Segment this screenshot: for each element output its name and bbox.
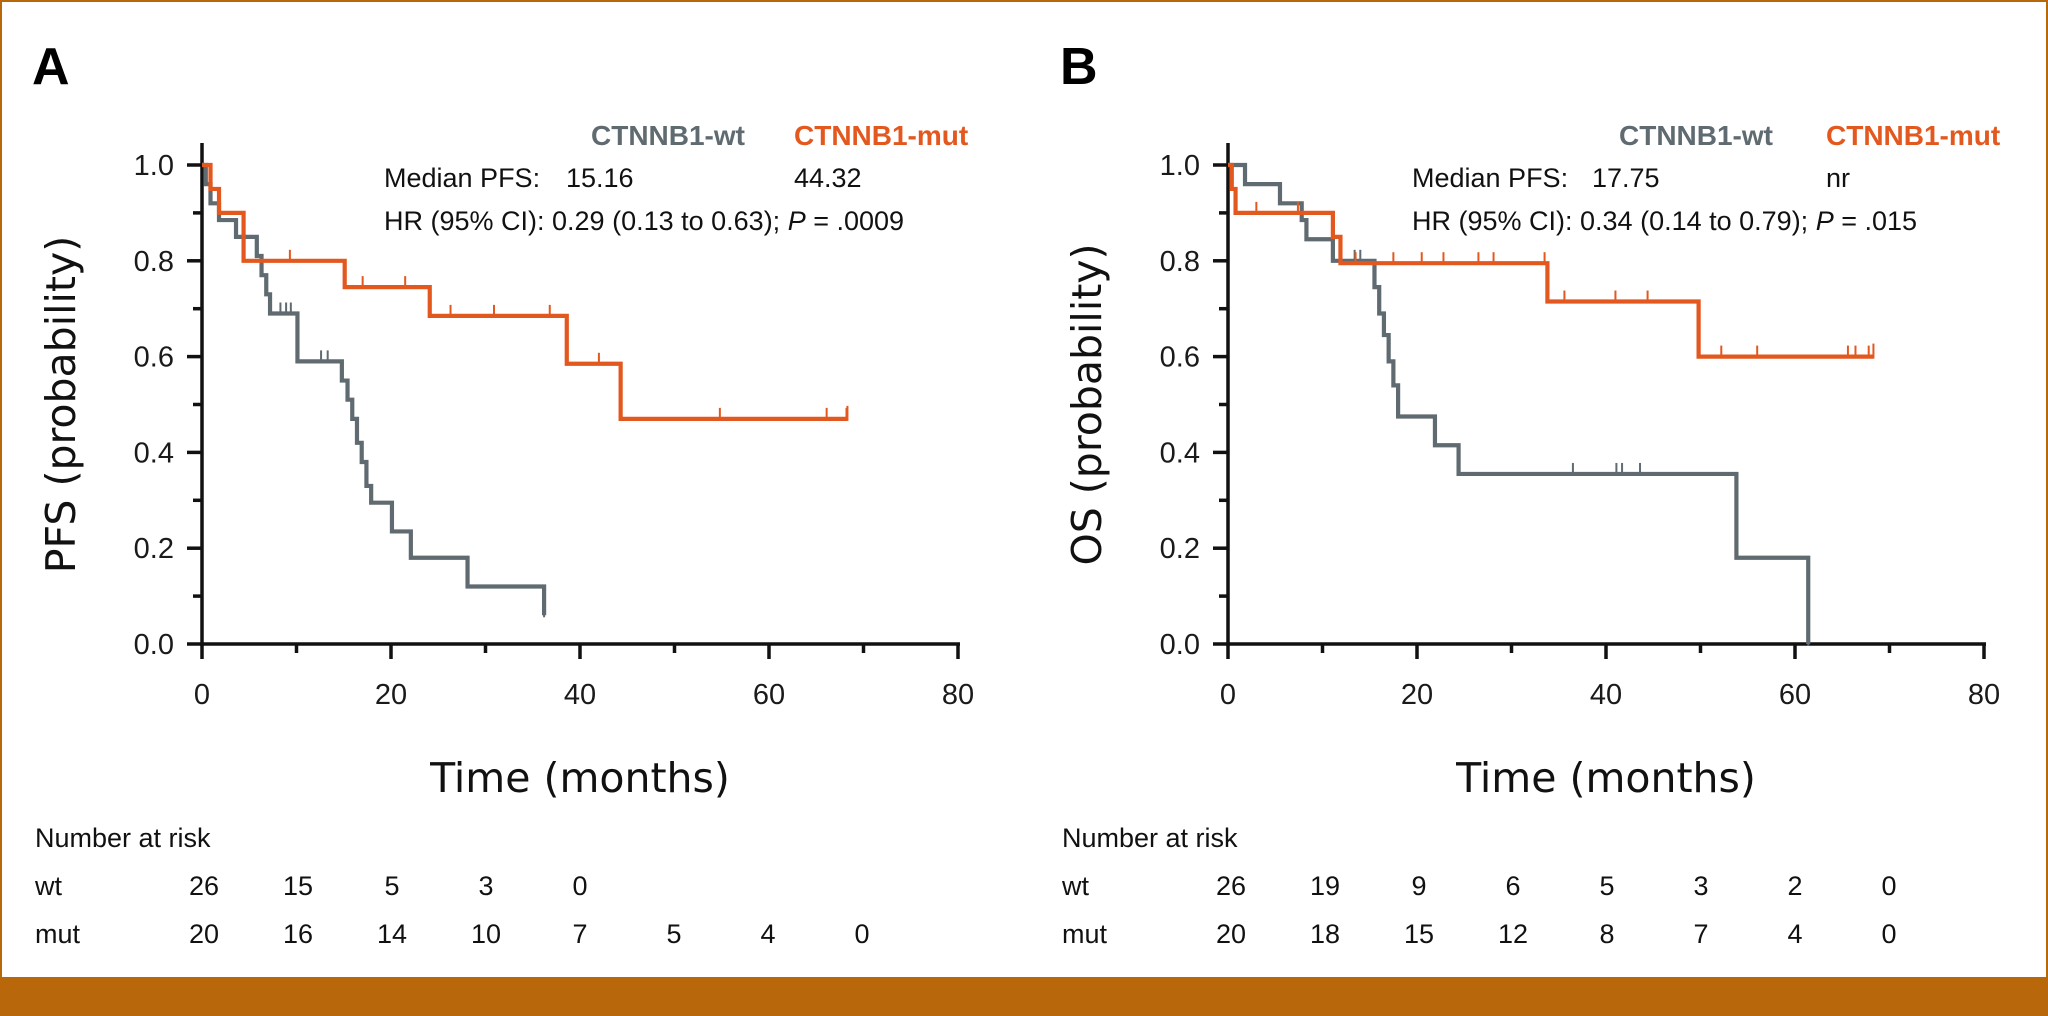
median-wt: 17.75 (1592, 163, 1660, 193)
risk-count: 26 (189, 871, 219, 901)
y-tick-label: 1.0 (1160, 150, 1200, 182)
x-tick-label: 40 (564, 679, 596, 711)
risk-count: 0 (1881, 871, 1896, 901)
risk-count: 18 (1310, 919, 1340, 949)
x-tick-label: 80 (942, 679, 974, 711)
km-curve-mut (202, 162, 848, 421)
p-label: P (1816, 206, 1834, 236)
risk-count: 16 (283, 919, 313, 949)
risk-count: 7 (572, 919, 587, 949)
risk-count: 4 (1787, 919, 1802, 949)
risk-count: 3 (1693, 871, 1708, 901)
figure-frame: A 0.0 0.2 0.4 0.6 0.8 1.0 0 20 40 60 80 Time (months… (2, 2, 2046, 977)
risk-count: 20 (189, 919, 219, 949)
series-wt (1228, 162, 1811, 646)
median-label: Median PFS: (1412, 163, 1568, 193)
y-tick-label: 0.4 (134, 437, 174, 469)
km-curve-mut (1228, 162, 1874, 359)
y-tick-label: 0.2 (1160, 533, 1200, 565)
risk-count: 0 (854, 919, 869, 949)
median-label: Median PFS: (384, 163, 540, 193)
risk-count: 3 (478, 871, 493, 901)
x-tick-label: 80 (1968, 679, 2000, 711)
x-tick-label: 0 (1220, 679, 1236, 711)
x-tick-label: 20 (1401, 679, 1433, 711)
y-tick-label: 0.2 (134, 533, 174, 565)
legend-mut: CTNNB1-mut (794, 120, 968, 151)
risk-row-label: mut (1062, 919, 1108, 949)
risk-count: 6 (1505, 871, 1520, 901)
series-mut (1228, 162, 1875, 359)
risk-count: 26 (1216, 871, 1246, 901)
y-tick-label: 0.0 (134, 629, 174, 661)
hr-value: HR (95% CI): 0.29 (0.13 to 0.63); (384, 206, 788, 236)
median-mut: 44.32 (794, 163, 862, 193)
risk-table-title: Number at risk (1062, 823, 1238, 853)
risk-count: 7 (1693, 919, 1708, 949)
risk-count: 0 (572, 871, 587, 901)
legend-mut: CTNNB1-mut (1826, 120, 2000, 151)
risk-count: 0 (1881, 919, 1896, 949)
risk-count: 15 (283, 871, 313, 901)
risk-row-label: mut (35, 919, 81, 949)
risk-table-title: Number at risk (35, 823, 211, 853)
p-value: = .0009 (806, 206, 904, 236)
y-tick-label: 0.8 (134, 246, 174, 278)
p-value: = .015 (1834, 206, 1917, 236)
x-tick-label: 60 (1779, 679, 1811, 711)
hr-value: HR (95% CI): 0.34 (0.14 to 0.79); (1412, 206, 1816, 236)
x-tick-label: 40 (1590, 679, 1622, 711)
y-tick-label: 0.8 (1160, 246, 1200, 278)
series-mut (202, 162, 849, 421)
y-tick-label: 0.4 (1160, 437, 1200, 469)
x-tick-label: 0 (194, 679, 210, 711)
risk-count: 10 (471, 919, 501, 949)
km-curve-wt (202, 162, 547, 616)
panel-letter: A (32, 38, 70, 96)
risk-count: 19 (1310, 871, 1340, 901)
hazard-ratio-text: HR (95% CI): 0.34 (0.14 to 0.79); P = .0… (1412, 206, 1917, 236)
hazard-ratio-text: HR (95% CI): 0.29 (0.13 to 0.63); P = .0… (384, 206, 904, 236)
risk-count: 5 (1599, 871, 1614, 901)
risk-row-label: wt (1061, 871, 1089, 901)
x-tick-label: 60 (753, 679, 785, 711)
series-wt (202, 162, 547, 618)
y-tick-label: 0.6 (134, 342, 174, 374)
median-mut: nr (1826, 163, 1850, 193)
median-wt: 15.16 (566, 163, 634, 193)
risk-row-label: wt (34, 871, 62, 901)
risk-count: 14 (377, 919, 407, 949)
y-tick-label: 0.6 (1160, 342, 1200, 374)
x-axis-title: Time (months) (429, 754, 730, 802)
risk-count: 8 (1599, 919, 1614, 949)
km-curve-wt (1228, 162, 1811, 644)
risk-count: 20 (1216, 919, 1246, 949)
risk-table: Number at risk wt 26 15 5 3 0 mut 20 16 14 10 7 5 4 0 (34, 823, 870, 949)
risk-count: 12 (1498, 919, 1528, 949)
y-tick-label: 0.0 (1160, 629, 1200, 661)
risk-count: 2 (1787, 871, 1802, 901)
risk-count: 5 (666, 919, 681, 949)
x-tick-label: 20 (375, 679, 407, 711)
p-label: P (788, 206, 806, 236)
risk-count: 4 (760, 919, 775, 949)
y-axis-title: PFS (probability) (37, 236, 85, 573)
panel-letter: B (1060, 38, 1098, 96)
risk-count: 15 (1404, 919, 1434, 949)
x-axis-title: Time (months) (1455, 754, 1756, 802)
legend-wt: CTNNB1-wt (1619, 120, 1773, 151)
risk-count: 5 (384, 871, 399, 901)
y-axis-title: OS (probability) (1063, 243, 1111, 565)
risk-count: 9 (1411, 871, 1426, 901)
legend-wt: CTNNB1-wt (591, 120, 745, 151)
y-tick-label: 1.0 (134, 150, 174, 182)
